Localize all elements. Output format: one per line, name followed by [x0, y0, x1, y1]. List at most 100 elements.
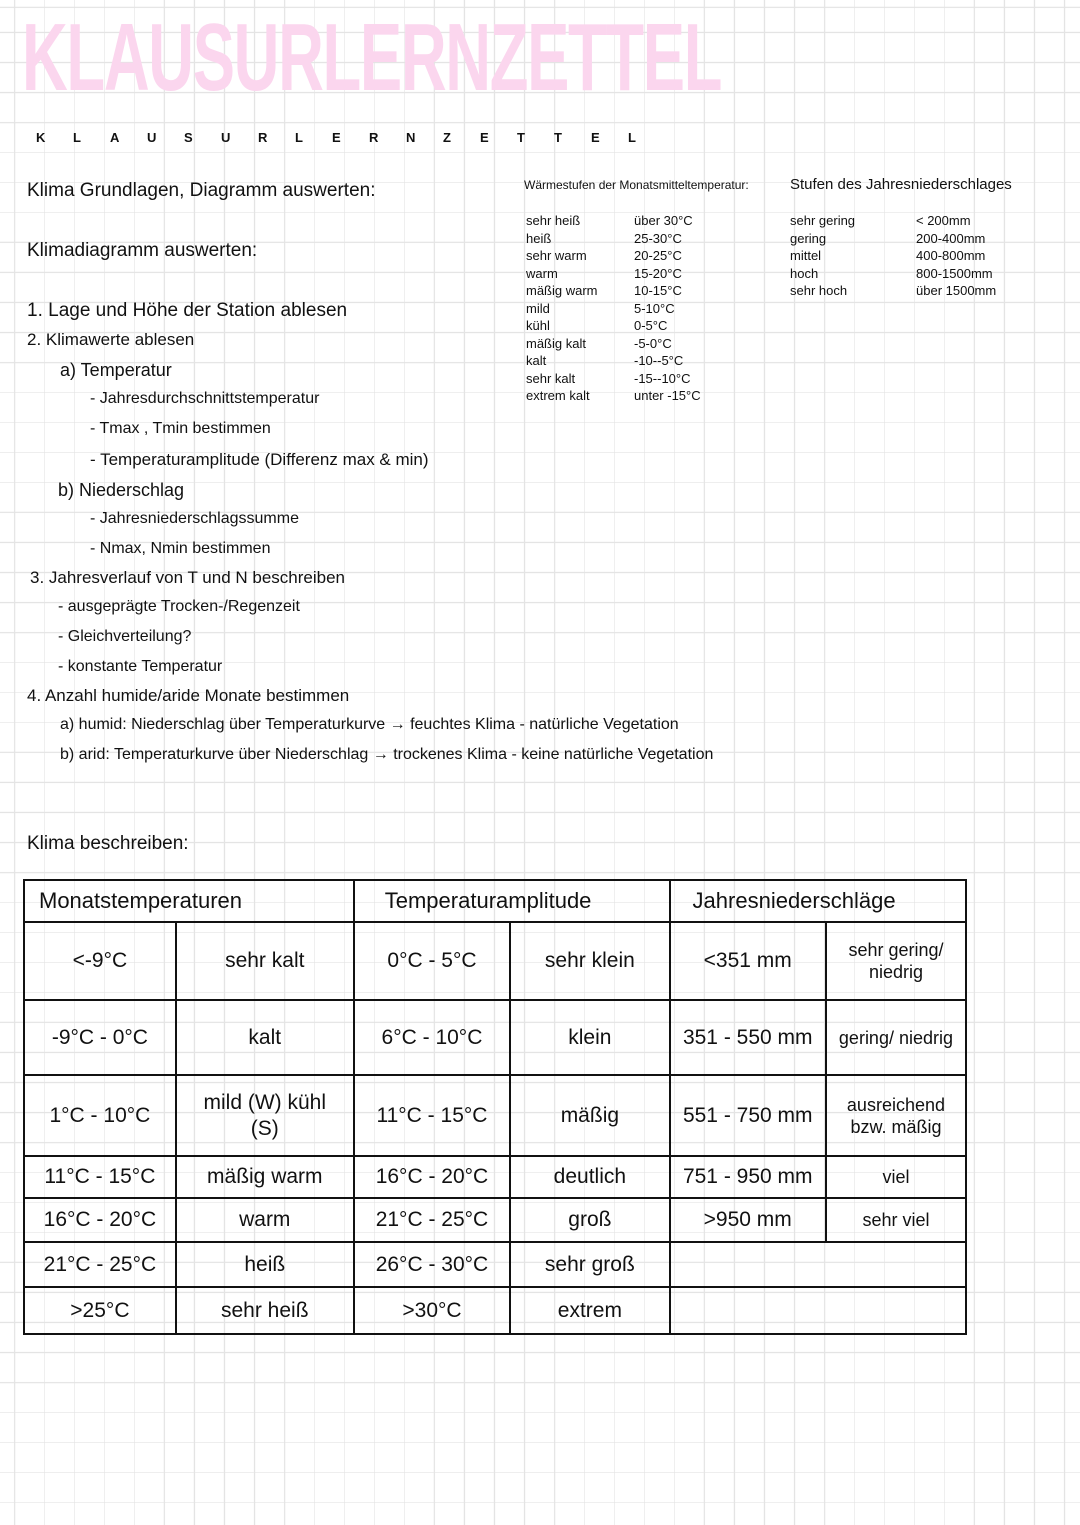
table-cell: mild (W) kühl (S) [174, 1074, 355, 1157]
waermestufen-value: 5-10°C [634, 300, 675, 316]
waermestufen-value: -15--10°C [634, 370, 691, 386]
niederschlag-label: sehr gering [790, 213, 856, 228]
table-cell: >30°C [352, 1286, 512, 1335]
title-letter: E [591, 130, 600, 145]
title-letter: L [628, 130, 636, 145]
table-cell: mäßig warm [174, 1155, 355, 1199]
table-cell: groß [509, 1197, 671, 1243]
waermestufen-label: sehr kalt [526, 370, 576, 386]
table-cell: <351 mm [668, 921, 827, 1001]
table-cell: ausreichend bzw. mäßig [824, 1074, 968, 1157]
section-heading: Klima Grundlagen, Diagramm auswerten: [27, 180, 376, 201]
table-row: 21°C - 25°C heiß 26°C - 30°C sehr groß [23, 1241, 968, 1288]
waermestufen-label: mild [526, 300, 550, 316]
title-letter: E [332, 130, 341, 145]
niederschlag-value: 200-400mm [916, 230, 986, 246]
title-letter: U [147, 130, 157, 145]
table-cell: sehr klein [509, 921, 671, 1001]
waermestufen-label: sehr warm [526, 248, 587, 263]
table-row: -9°C - 0°C kalt 6°C - 10°C klein 351 - 550 m… [23, 999, 968, 1076]
niederschlag-label: hoch [790, 265, 819, 281]
table-row: 11°C - 15°C mäßig warm 16°C - 20°C deutlich… [23, 1155, 968, 1199]
table-cell: sehr groß [509, 1241, 671, 1288]
table-cell: 6°C - 10°C [352, 999, 512, 1076]
waermestufen-value: 0-5°C [634, 318, 668, 333]
step-item: - Gleichverteilung? [58, 628, 192, 645]
step-item: - ausgeprägte Trocken-/Regenzeit [58, 598, 300, 615]
step-item: 2. Klimawerte ablesen [27, 330, 195, 349]
table-header-row: Monatstemperaturen Temperaturamplitude J… [23, 879, 968, 923]
table-cell: klein [509, 999, 671, 1076]
waermestufen-value: 15-20°C [634, 265, 682, 281]
waermestufen-label: kalt [526, 353, 547, 368]
niederschlag-value: über 1500mm [916, 283, 997, 298]
title-letter: R [258, 130, 268, 145]
table-cell [825, 1286, 968, 1335]
step-item: a) Temperatur [60, 360, 172, 380]
table-cell: 21°C - 25°C [352, 1197, 512, 1243]
table-cell: 0°C - 5°C [352, 921, 512, 1001]
header-temperaturamplitude: Temperaturamplitude [352, 879, 671, 923]
subheading: Klimadiagramm auswerten: [27, 240, 258, 261]
table-cell: 11°C - 15°C [23, 1155, 177, 1199]
title-letter: L [295, 130, 303, 145]
table-cell: >25°C [23, 1286, 177, 1335]
niederschlag-label: sehr hoch [790, 283, 848, 298]
waermestufen-value: 20-25°C [634, 248, 682, 263]
table-cell: >950 mm [668, 1197, 827, 1243]
step-item: - Tmax , Tmin bestimmen [90, 420, 271, 437]
title-letter: K [36, 130, 46, 145]
title-letter: L [73, 130, 81, 145]
step-item: b) Niederschlag [58, 480, 185, 500]
step-item: 3. Jahresverlauf von T und N beschreiben [30, 568, 346, 587]
table-cell: 21°C - 25°C [23, 1241, 177, 1288]
waermestufen-title: Wärmestufen der Monatsmitteltemperatur: [524, 178, 749, 192]
table-cell: sehr kalt [174, 921, 355, 1001]
step-item: - Nmax, Nmin bestimmen [90, 540, 271, 557]
table-cell: sehr gering/ niedrig [824, 921, 968, 1001]
title-letter: T [554, 130, 562, 145]
waermestufen-label: heiß [526, 230, 552, 246]
step-item: a) humid: Niederschlag über Temperaturku… [60, 716, 679, 733]
title-letter: N [406, 130, 416, 145]
waermestufen-label: sehr heiß [526, 213, 581, 228]
waermestufen-value: über 30°C [634, 213, 693, 228]
step-item: - konstante Temperatur [58, 658, 223, 675]
table-cell: 16°C - 20°C [23, 1197, 177, 1243]
niederschlag-title: Stufen des Jahresniederschlages [790, 176, 1012, 193]
niederschlag-values: < 200mm 200-400mm 400-800mm 800-1500mm über … [916, 212, 996, 300]
header-jahresniederschlaege: Jahresniederschläge [668, 879, 968, 923]
section-heading-2: Klima beschreiben: [27, 833, 189, 854]
niederschlag-names: sehr gering gering mittel hoch sehr hoch [790, 212, 855, 300]
title-letter: U [221, 130, 231, 145]
table-cell: extrem [509, 1286, 671, 1335]
klima-table: Monatstemperaturen Temperaturamplitude J… [23, 879, 968, 1335]
table-cell: 26°C - 30°C [352, 1241, 512, 1288]
step-item: - Jahresniederschlagssumme [90, 510, 299, 527]
header-monatstemperaturen: Monatstemperaturen [23, 879, 355, 923]
table-cell [668, 1286, 826, 1335]
step-item: 1. Lage und Höhe der Station ablesen [27, 300, 348, 321]
table-cell: 16°C - 20°C [352, 1155, 512, 1199]
niederschlag-label: gering [790, 230, 827, 246]
title-letter: T [517, 130, 525, 145]
table-row: >25°C sehr heiß >30°C extrem [23, 1286, 968, 1335]
table-cell: -9°C - 0°C [23, 999, 177, 1076]
table-cell: kalt [174, 999, 355, 1076]
table-cell: <-9°C [23, 921, 177, 1001]
waermestufen-value: 25-30°C [634, 230, 682, 246]
table-cell [668, 1241, 826, 1288]
niederschlag-value: 400-800mm [916, 248, 986, 263]
table-cell: sehr viel [824, 1197, 968, 1243]
table-cell: deutlich [509, 1155, 671, 1199]
niederschlag-value: < 200mm [916, 213, 971, 228]
waermestufen-values: über 30°C 25-30°C 20-25°C 15-20°C 10-15°C 5-1… [634, 212, 701, 405]
waermestufen-label: mäßig kalt [526, 335, 586, 351]
step-item: - Temperaturamplitude (Differenz max & m… [90, 450, 429, 469]
table-cell: warm [174, 1197, 355, 1243]
table-cell: sehr heiß [174, 1286, 355, 1335]
niederschlag-label: mittel [790, 248, 822, 263]
step-item: b) arid: Temperaturkurve über Niederschl… [60, 746, 714, 763]
niederschlag-value: 800-1500mm [916, 265, 993, 281]
